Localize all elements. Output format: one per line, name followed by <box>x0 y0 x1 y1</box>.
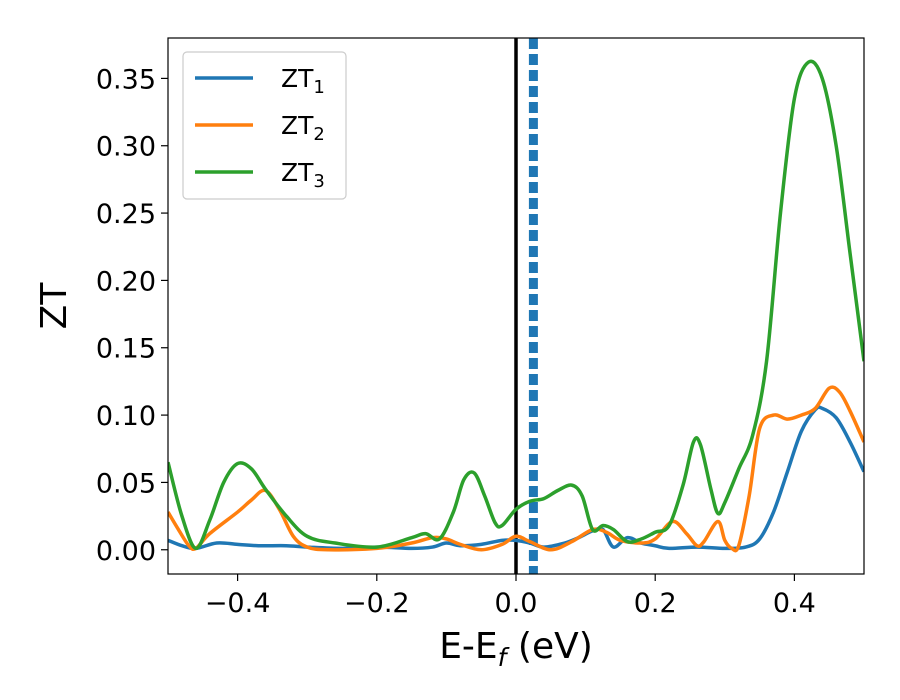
x-tick-label: 0.0 <box>495 588 538 619</box>
x-axis: −0.4 −0.2 0.0 0.2 0.4 <box>205 574 816 619</box>
y-tick-label: 0.25 <box>96 199 156 230</box>
x-tick-label: 0.2 <box>634 588 677 619</box>
y-tick-label: 0.35 <box>96 64 156 95</box>
y-tick-label: 0.20 <box>96 266 156 297</box>
x-tick-label: 0.4 <box>773 588 816 619</box>
x-tick-label: −0.4 <box>205 588 271 619</box>
y-tick-label: 0.00 <box>96 536 156 567</box>
y-tick-label: 0.15 <box>96 334 156 365</box>
legend: ZT1 ZT2 ZT3 <box>182 51 347 200</box>
y-tick-label: 0.05 <box>96 468 156 499</box>
x-axis-title: E-Ef (eV) <box>439 626 593 672</box>
y-tick-label: 0.30 <box>96 132 156 163</box>
y-axis-title: ZT <box>34 282 75 330</box>
legend-label-zt2: ZT2 <box>281 111 325 145</box>
series-line-zt3 <box>168 59 864 551</box>
y-tick-label: 0.10 <box>96 401 156 432</box>
legend-label-zt3: ZT3 <box>281 158 325 192</box>
legend-label-zt1: ZT1 <box>281 64 325 98</box>
y-axis: 0.00 0.05 0.10 0.15 0.20 0.25 0.30 0.35 <box>96 64 168 567</box>
reference-lines <box>514 38 538 574</box>
series-lines <box>168 59 864 553</box>
x-tick-label: −0.2 <box>344 588 410 619</box>
legend-box <box>182 51 347 200</box>
